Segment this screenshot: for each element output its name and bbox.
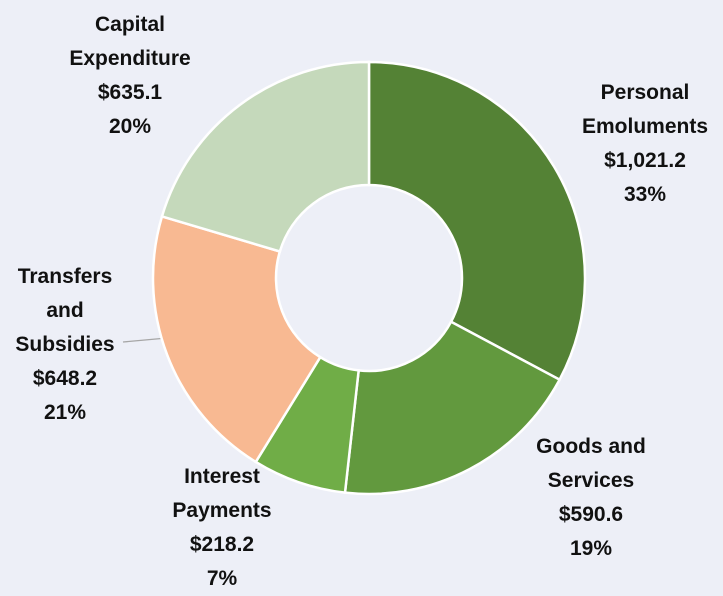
category: Capital Expenditure bbox=[69, 13, 191, 70]
slice-label: Personal Emoluments $1,021.2 33% bbox=[578, 76, 713, 212]
category: Transfers and Subsidies bbox=[15, 265, 115, 356]
slice bbox=[367, 60, 587, 382]
percent-label: 19% bbox=[569, 537, 613, 560]
category: Personal Emoluments bbox=[581, 81, 709, 138]
slice-label: Goods and Services $590.6 19% bbox=[521, 430, 661, 566]
percent-label: 7% bbox=[206, 567, 238, 590]
slice-label: Transfers and Subsidies $648.2 21% bbox=[5, 260, 125, 430]
slice-label: Interest Payments $218.2 7% bbox=[157, 460, 287, 596]
value-label: $1,021.2 bbox=[604, 149, 686, 172]
slice bbox=[151, 214, 322, 464]
category: Interest Payments bbox=[172, 465, 272, 522]
value-label: $218.2 bbox=[189, 533, 255, 556]
slice bbox=[343, 320, 562, 496]
percent-label: 21% bbox=[43, 401, 87, 424]
slice-label: Capital Expenditure $635.1 20% bbox=[55, 8, 205, 144]
value-label: $590.6 bbox=[558, 503, 624, 526]
percent-label: 20% bbox=[108, 115, 152, 138]
value-label: $635.1 bbox=[97, 81, 163, 104]
category: Goods and Services bbox=[536, 435, 646, 492]
percent-label: 33% bbox=[623, 183, 667, 206]
slice bbox=[160, 60, 371, 254]
value-label: $648.2 bbox=[32, 367, 98, 390]
